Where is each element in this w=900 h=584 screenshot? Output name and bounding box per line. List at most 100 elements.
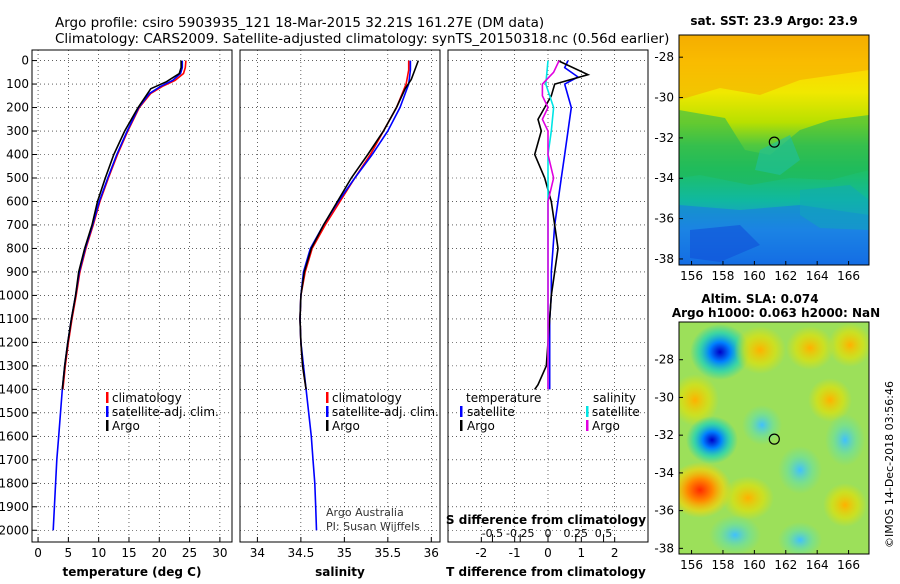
y-tick-label: 1800 xyxy=(0,476,29,490)
sal-legend-argo-swatch xyxy=(326,420,329,431)
legend-t-satellite-swatch xyxy=(460,406,463,417)
s-difference-axis-ticks: -0.5 -0.25 0 0.25 0.5 xyxy=(482,527,613,542)
temperature-axis-label: temperature (deg C) xyxy=(63,565,202,579)
lon-tick-label: 166 xyxy=(837,269,860,283)
lat-tick-label: -38 xyxy=(654,252,674,266)
x-tick-label: 35 xyxy=(337,546,352,560)
figure-title-line1: Argo profile: csiro 5903935_121 18-Mar-2… xyxy=(55,15,544,31)
x-tick-label: 1 xyxy=(578,546,586,560)
temperature-series xyxy=(52,60,187,531)
sla-map-panel: Altim. SLA: 0.074 Argo h1000: 0.063 h200… xyxy=(654,292,880,572)
lat-tick-label: -30 xyxy=(654,390,674,404)
salinity-axis-label: salinity xyxy=(315,565,365,579)
sal-legend-satellite-swatch xyxy=(326,406,329,417)
salinity-axis-ticks: 34 34.5 35 35.5 36 xyxy=(250,537,439,560)
temperature-axis-ticks: 0 5 10 15 20 25 30 xyxy=(34,537,228,560)
sst-map-panel: sat. SST: 23.9 Argo: 23.9 156 158 160 162 16… xyxy=(654,14,870,283)
salinity-legend: climatology satellite-adj. clim. Argo xyxy=(326,391,439,433)
y-tick-label: 400 xyxy=(6,148,29,162)
sal-legend-argo-label: Argo xyxy=(332,419,360,433)
legend-s-satellite-label: satellite xyxy=(592,405,640,419)
difference-profile-panel: -2 -1 0 1 2 -0.5 -0.25 0 0.25 0.5 T difference f… xyxy=(446,49,649,579)
x-tick-label: -2 xyxy=(475,546,487,560)
y-tick-label: 100 xyxy=(6,77,29,91)
y-tick-label: 1100 xyxy=(0,312,29,326)
sal-legend-climatology-swatch xyxy=(326,392,329,403)
t-difference-axis-label: T difference from climatology xyxy=(446,565,646,579)
s-tick-label: 0.5 xyxy=(595,527,613,540)
x-tick-label: -1 xyxy=(509,546,521,560)
difference-series xyxy=(533,59,591,390)
s-tick-label: -0.5 xyxy=(482,527,503,540)
s-tick-label: 0 xyxy=(545,527,552,540)
sla-heatmap xyxy=(679,322,869,554)
temperature-gridlines xyxy=(32,50,232,542)
x-tick-label: 34.5 xyxy=(288,546,315,560)
y-tick-label: 1000 xyxy=(0,288,29,302)
sst-map-title: sat. SST: 23.9 Argo: 23.9 xyxy=(690,14,857,28)
difference-legend: temperature satellite Argo salinity sate… xyxy=(460,391,640,433)
s-tick-label: 0.25 xyxy=(564,527,589,540)
legend-satellite-swatch xyxy=(106,406,109,417)
x-tick-label: 25 xyxy=(182,546,197,560)
temperature-profile-panel: 0100200300400500600700800900100011001200… xyxy=(0,49,233,579)
argo-location-marker xyxy=(768,136,780,148)
legend-s-satellite-swatch xyxy=(586,406,589,417)
credit-line2: PI: Susan Wijffels xyxy=(326,520,420,533)
legend-t-argo-label: Argo xyxy=(467,419,495,433)
y-tick-label: 900 xyxy=(6,265,29,279)
lat-tick-label: -34 xyxy=(654,171,674,185)
sst-heatmap xyxy=(679,35,869,265)
lat-tick-label: -30 xyxy=(654,91,674,105)
argo-location-marker-sla xyxy=(768,433,780,445)
legend-argo-swatch xyxy=(106,420,109,431)
sal-legend-satellite-label: satellite-adj. clim. xyxy=(332,405,439,419)
salinity-profile-panel: 34 34.5 35 35.5 36 salinity climatology sate… xyxy=(239,49,441,579)
lon-tick-label: 160 xyxy=(743,269,766,283)
legend-s-argo-swatch xyxy=(586,420,589,431)
lat-tick-label: -36 xyxy=(654,212,674,226)
t-difference-axis-ticks: -2 -1 0 1 2 xyxy=(475,537,618,560)
x-tick-label: 5 xyxy=(65,546,73,560)
x-tick-label: 30 xyxy=(212,546,227,560)
temperature-legend: climatology satellite-adj. clim. Argo xyxy=(106,391,219,433)
lon-tick-label: 158 xyxy=(712,558,735,572)
lon-tick-label: 158 xyxy=(712,269,735,283)
lon-tick-label: 162 xyxy=(774,558,797,572)
legend-s-argo-label: Argo xyxy=(592,419,620,433)
lon-tick-label: 164 xyxy=(806,269,829,283)
lon-tick-label: 164 xyxy=(806,558,829,572)
sla-lat-ticks: -28 -30 -32 -34 -36 -38 xyxy=(654,353,683,555)
depth-axis-ticks: 0 100 200 300 400 500 600 700 800 900 1000 1100 1200… xyxy=(0,54,37,537)
y-tick-label: 2000 xyxy=(0,523,29,537)
lat-tick-label: -36 xyxy=(654,504,674,518)
credit-line1: Argo Australia xyxy=(326,506,404,519)
lat-tick-label: -34 xyxy=(654,466,674,480)
y-tick-label: 1200 xyxy=(0,335,29,349)
y-tick-label: 1400 xyxy=(0,382,29,396)
legend-argo-label: Argo xyxy=(112,419,140,433)
x-tick-label: 34 xyxy=(250,546,265,560)
lat-tick-label: -28 xyxy=(654,50,674,64)
lon-tick-label: 160 xyxy=(743,558,766,572)
legend-temperature-header: temperature xyxy=(466,391,541,405)
x-tick-label: 0 xyxy=(34,546,42,560)
series-line-argo xyxy=(299,60,420,390)
sla-map-title: Altim. SLA: 0.074 xyxy=(701,292,818,306)
legend-salinity-header: salinity xyxy=(593,391,636,405)
salinity-series xyxy=(299,60,420,531)
y-tick-label: 600 xyxy=(6,194,29,208)
lat-tick-label: -32 xyxy=(654,428,674,442)
y-tick-label: 1600 xyxy=(0,429,29,443)
legend-climatology-label: climatology xyxy=(112,391,182,405)
y-tick-label: 1500 xyxy=(0,406,29,420)
lon-tick-label: 156 xyxy=(680,269,703,283)
sal-legend-climatology-label: climatology xyxy=(332,391,402,405)
lat-tick-label: -28 xyxy=(654,353,674,367)
legend-t-argo-swatch xyxy=(460,420,463,431)
lat-tick-label: -32 xyxy=(654,131,674,145)
imos-watermark: ©IMOS 14-Dec-2018 03:56:46 xyxy=(883,381,896,548)
figure-title-line2: Climatology: CARS2009. Satellite-adjuste… xyxy=(55,31,669,47)
y-tick-label: 1300 xyxy=(0,359,29,373)
